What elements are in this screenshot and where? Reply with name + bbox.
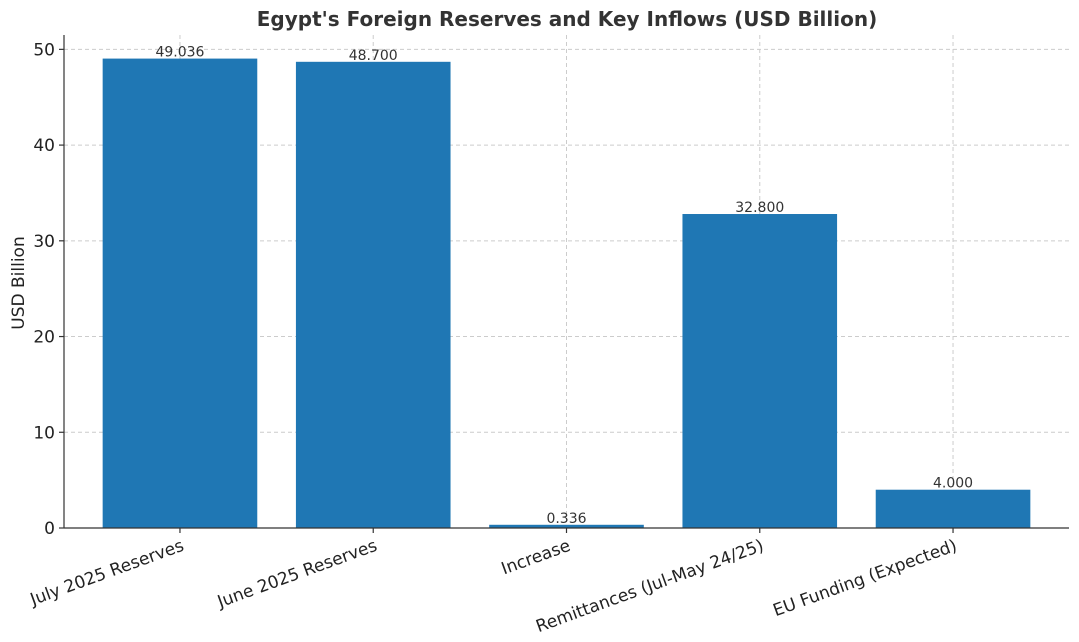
data-label-2: 0.336 — [546, 511, 586, 527]
x-tick-label-1: June 2025 Reserves — [214, 536, 380, 613]
x-tick-labels: July 2025 Reserves June 2025 Reserves Incr… — [27, 536, 960, 637]
y-axis-label: USD Billion — [9, 236, 29, 329]
x-tick-label-0: July 2025 Reserves — [27, 536, 187, 611]
x-tick-label-2: Increase — [499, 536, 573, 579]
y-tick-label-3: 30 — [33, 232, 55, 252]
axes — [59, 35, 1069, 533]
bar-4 — [875, 489, 1031, 528]
y-tick-label-0: 0 — [44, 519, 55, 539]
data-label-3: 32.800 — [735, 200, 784, 216]
y-tick-label-4: 40 — [33, 136, 55, 156]
x-tick-label-4: EU Funding (Expected) — [771, 536, 960, 621]
bar-1 — [295, 61, 451, 528]
bars — [102, 58, 1031, 529]
y-tick-labels: 0 10 20 30 40 50 — [33, 40, 55, 539]
data-labels: 49.036 48.700 0.336 32.800 4.000 — [155, 45, 973, 527]
bar-0 — [102, 58, 258, 529]
data-label-1: 48.700 — [349, 48, 398, 64]
y-tick-label-2: 20 — [33, 328, 55, 348]
bar-3 — [682, 214, 838, 528]
data-label-0: 49.036 — [155, 45, 204, 61]
bar-2 — [489, 524, 644, 528]
chart-title: Egypt's Foreign Reserves and Key Inflows… — [257, 7, 878, 31]
y-tick-label-5: 50 — [33, 40, 55, 60]
data-label-4: 4.000 — [933, 476, 973, 492]
y-tick-label-1: 10 — [33, 423, 55, 443]
